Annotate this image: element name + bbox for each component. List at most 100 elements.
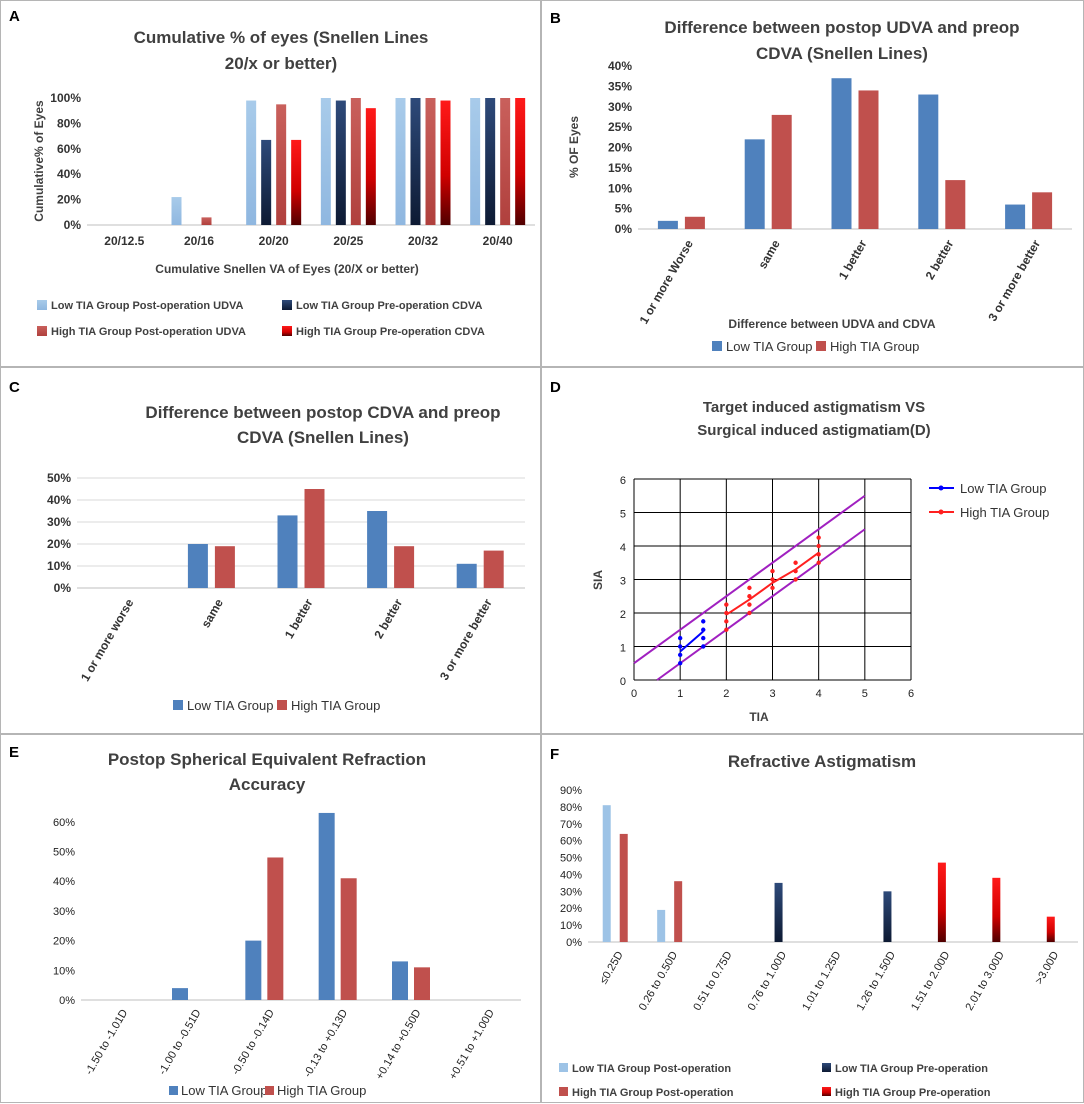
legend-d-low-marker <box>938 485 944 491</box>
chart-d-high-point <box>724 610 729 616</box>
chart-a-ytick: 60% <box>57 142 81 156</box>
chart-b-ytick: 20% <box>608 141 632 155</box>
chart-a-title-line2: 20/x or better) <box>225 54 337 73</box>
chart-d-low-point <box>677 644 683 649</box>
chart-d-high-point <box>747 602 752 607</box>
chart-b-plot: 0% 5% 10% 15% 20% 25% 30% 35% 40% 1 or more Worse… <box>608 59 1072 326</box>
panel-e: E Postop Spherical Equivalent Refraction… <box>0 734 541 1103</box>
legend-swatch-e-low <box>169 1086 178 1095</box>
chart-a-bar <box>500 98 511 225</box>
chart-c-xtick: 1 or more worse <box>78 596 137 684</box>
chart-a-ylabel: Cumulative% of Eyes <box>32 100 46 222</box>
legend-swatch-c-low <box>173 700 183 710</box>
legend-swatch-f-high-pre <box>822 1087 831 1096</box>
chart-e-bar <box>414 967 430 1000</box>
chart-c-ytick: 20% <box>47 537 71 551</box>
chart-a-plot: 0% 20% 40% 60% 80% 100% 20/12.5 20/16 20/20 20/25… <box>50 91 535 248</box>
chart-d-title-line2: Surgical induced astigmatiam(D) <box>697 422 930 439</box>
chart-d-ytick: 3 <box>620 576 626 588</box>
chart-a-bar <box>261 139 272 225</box>
legend-d-low: Low TIA Group <box>960 481 1046 496</box>
chart-b-ytick: 25% <box>608 120 632 134</box>
chart-a-legend: Low TIA Group Post-operation UDVA Low TI… <box>37 300 485 338</box>
chart-a-bar <box>171 197 182 225</box>
chart-b-xlabel: Difference between UDVA and CDVA <box>728 317 935 331</box>
chart-d-legend: Low TIA Group High TIA Group <box>929 481 1049 520</box>
chart-c-svg: C Difference between postop CDVA and pre… <box>9 379 525 713</box>
chart-d-ylabel: SIA <box>591 570 605 590</box>
chart-e-bar <box>267 857 284 1000</box>
chart-a-bar <box>515 98 526 225</box>
chart-c-bar <box>456 563 477 588</box>
chart-f-ytick: 70% <box>560 819 582 831</box>
chart-a-bar <box>320 98 331 225</box>
chart-d-high-point <box>816 535 821 540</box>
chart-a-bar <box>410 98 421 225</box>
chart-f-ytick: 80% <box>560 802 582 814</box>
legend-f-low-post: Low TIA Group Post-operation <box>572 1063 731 1075</box>
chart-b-xtick: 1 or more Worse <box>637 237 697 326</box>
chart-a-bar <box>365 108 376 225</box>
chart-a-ytick: 20% <box>57 193 81 207</box>
chart-f-bar <box>674 881 683 942</box>
chart-d-high-point <box>816 543 821 549</box>
chart-d-xtick: 6 <box>908 688 914 700</box>
chart-c-xtick: 2 better <box>371 596 405 641</box>
chart-d-high-point <box>747 594 752 599</box>
chart-c-title-line1: Difference between postop CDVA and preop <box>145 403 500 422</box>
chart-d-ytick: 0 <box>620 676 626 688</box>
chart-d-plot: 0 1 2 3 4 5 6 0 1 2 3 4 5 6 <box>620 475 914 700</box>
chart-a-xtick: 20/25 <box>333 234 363 248</box>
chart-d-high-point <box>816 552 821 557</box>
legend-d-high-marker <box>938 509 944 515</box>
chart-e-title-line2: Accuracy <box>229 775 306 794</box>
chart-b-bar <box>657 220 678 229</box>
chart-e-xtick: -0.13 to +0.13D <box>302 1007 350 1079</box>
chart-b-bar <box>1005 204 1026 229</box>
chart-e-ytick: 10% <box>53 965 75 977</box>
legend-swatch-high-pre <box>282 326 292 336</box>
chart-d-low-point <box>701 644 706 649</box>
chart-c-xtick: same <box>199 596 227 630</box>
chart-f-xtick: 0.76 to 1.00D <box>746 949 789 1012</box>
chart-d-bound-line <box>633 494 866 665</box>
chart-d-ytick: 2 <box>620 609 626 621</box>
chart-a-bar <box>201 217 212 225</box>
legend-d-high: High TIA Group <box>960 505 1049 520</box>
chart-d-low-point <box>701 627 706 632</box>
chart-e-bar <box>392 961 408 1000</box>
chart-d-svg: D Target induced astigmatism VS Surgical… <box>550 379 1049 724</box>
chart-f-bar <box>937 862 946 942</box>
legend-f-low-pre: Low TIA Group Pre-operation <box>835 1063 988 1075</box>
chart-d-title-line1: Target induced astigmatism VS <box>703 399 925 416</box>
chart-b-title-line1: Difference between postop UDVA and preop <box>664 18 1019 37</box>
chart-d-xtick: 3 <box>769 688 775 700</box>
chart-f-ytick: 20% <box>560 903 582 915</box>
chart-f-bar <box>619 833 628 942</box>
chart-c-bar <box>394 546 415 588</box>
chart-f-legend: Low TIA Group Post-operation Low TIA Gro… <box>559 1063 991 1099</box>
panel-d: D Target induced astigmatism VS Surgical… <box>541 367 1084 734</box>
chart-b-xtick: 1 better <box>836 237 870 282</box>
chart-d-high-point <box>770 568 775 574</box>
chart-c-bar <box>214 546 235 588</box>
chart-c-legend: Low TIA Group High TIA Group <box>173 698 380 713</box>
chart-f-xtick: >3.00D <box>1033 949 1061 986</box>
chart-f-title: Refractive Astigmatism <box>728 752 916 771</box>
legend-a-high-post: High TIA Group Post-operation UDVA <box>51 326 246 338</box>
chart-d-high-point <box>724 627 729 632</box>
chart-a-xtick: 20/40 <box>483 234 513 248</box>
panel-a: A Cumulative % of eyes (Snellen Lines 20… <box>0 0 541 367</box>
panel-c: C Difference between postop CDVA and pre… <box>0 367 541 734</box>
chart-f-svg: F Refractive Astigmatism 0% 10% 20% 30% 40% 5… <box>550 746 1078 1099</box>
chart-d-low-line <box>679 630 704 653</box>
chart-e-legend: Low TIA Group High TIA Group <box>169 1083 366 1098</box>
chart-f-xtick: 1.51 to 2.00D <box>909 949 952 1012</box>
chart-a-bar <box>485 98 496 225</box>
chart-e-svg: E Postop Spherical Equivalent Refraction… <box>9 744 521 1098</box>
chart-d-high-point <box>793 568 798 574</box>
chart-c-bar <box>367 511 388 588</box>
panel-d-label: D <box>550 379 561 396</box>
legend-e-high: High TIA Group <box>277 1083 366 1098</box>
chart-f-xtick: 1.26 to 1.50D <box>855 949 898 1012</box>
